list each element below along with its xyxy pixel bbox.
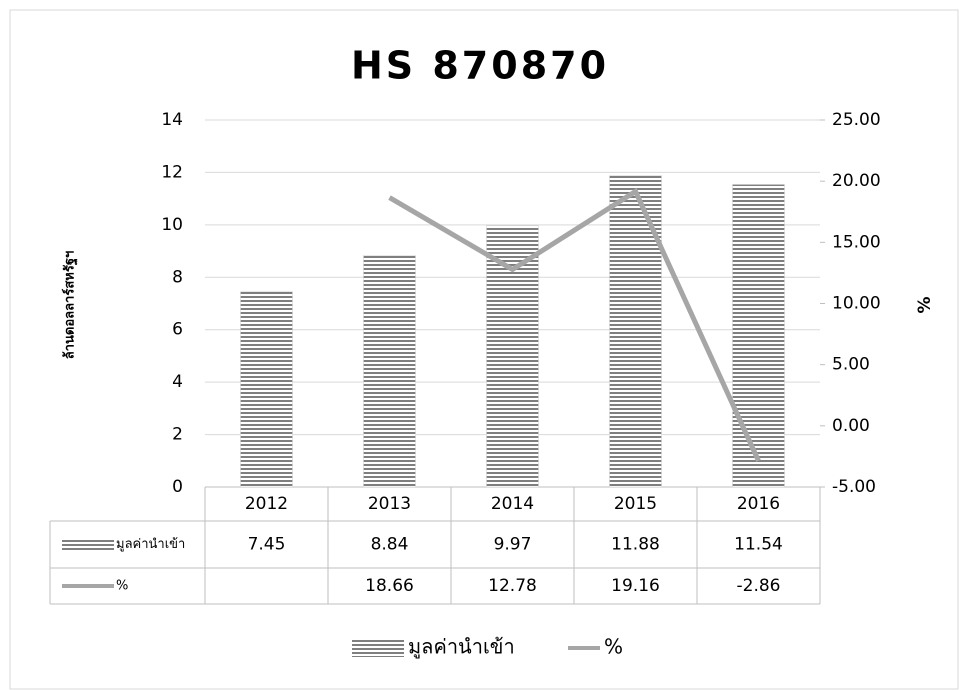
chart-frame (9, 9, 959, 690)
y2-axis-label: % (915, 296, 935, 313)
y-tick-label: 4 (172, 372, 183, 392)
table-value: -2.86 (737, 576, 781, 596)
bar (363, 255, 416, 488)
y2-tick-label: 0.00 (832, 416, 870, 436)
legend-label: % (604, 635, 623, 659)
table-row-label: % (116, 579, 128, 594)
y2-tick-label: 15.00 (832, 232, 881, 252)
line (388, 187, 761, 462)
bar (240, 291, 293, 488)
bar (486, 225, 539, 488)
y-axis-label: ล้านดอลลาร์สหรัฐฯ (62, 251, 79, 360)
y2-tick-label: 5.00 (832, 355, 870, 375)
table-legend-key (62, 538, 114, 551)
x-tick-label: 2015 (614, 494, 657, 514)
legend-label: มูลค่านำเข้า (408, 635, 515, 660)
x-tick-label: 2013 (368, 494, 411, 514)
legend-key (352, 639, 404, 657)
x-tick-label: 2016 (737, 494, 780, 514)
table-value: 12.78 (488, 576, 537, 596)
y2-tick-label: 25.00 (832, 110, 881, 130)
bar (732, 184, 785, 488)
y-tick-label: 12 (161, 162, 183, 182)
y-tick-label: 8 (172, 267, 183, 287)
y2-tick-label: 10.00 (832, 294, 881, 314)
y-tick-label: 0 (172, 477, 183, 497)
bar (609, 175, 662, 488)
table-value: 8.84 (371, 535, 409, 555)
x-tick-label: 2012 (245, 494, 288, 514)
table-value: 9.97 (494, 535, 532, 555)
x-tick-label: 2014 (491, 494, 534, 514)
y2-tick-label: -5.00 (832, 477, 876, 497)
table-value: 11.54 (734, 535, 783, 555)
y-tick-label: 2 (172, 425, 183, 445)
y-tick-label: 10 (161, 215, 183, 235)
y-tick-label: 14 (161, 110, 183, 130)
table-value: 11.88 (611, 535, 660, 555)
y-tick-label: 6 (172, 320, 183, 340)
table-value: 7.45 (248, 535, 286, 555)
table-value: 18.66 (365, 576, 414, 596)
y2-tick-label: 20.00 (832, 171, 881, 191)
table-row-label: มูลค่านำเข้า (116, 537, 185, 552)
table-value: 19.16 (611, 576, 660, 596)
chart-title: HS 870870 (351, 44, 609, 88)
